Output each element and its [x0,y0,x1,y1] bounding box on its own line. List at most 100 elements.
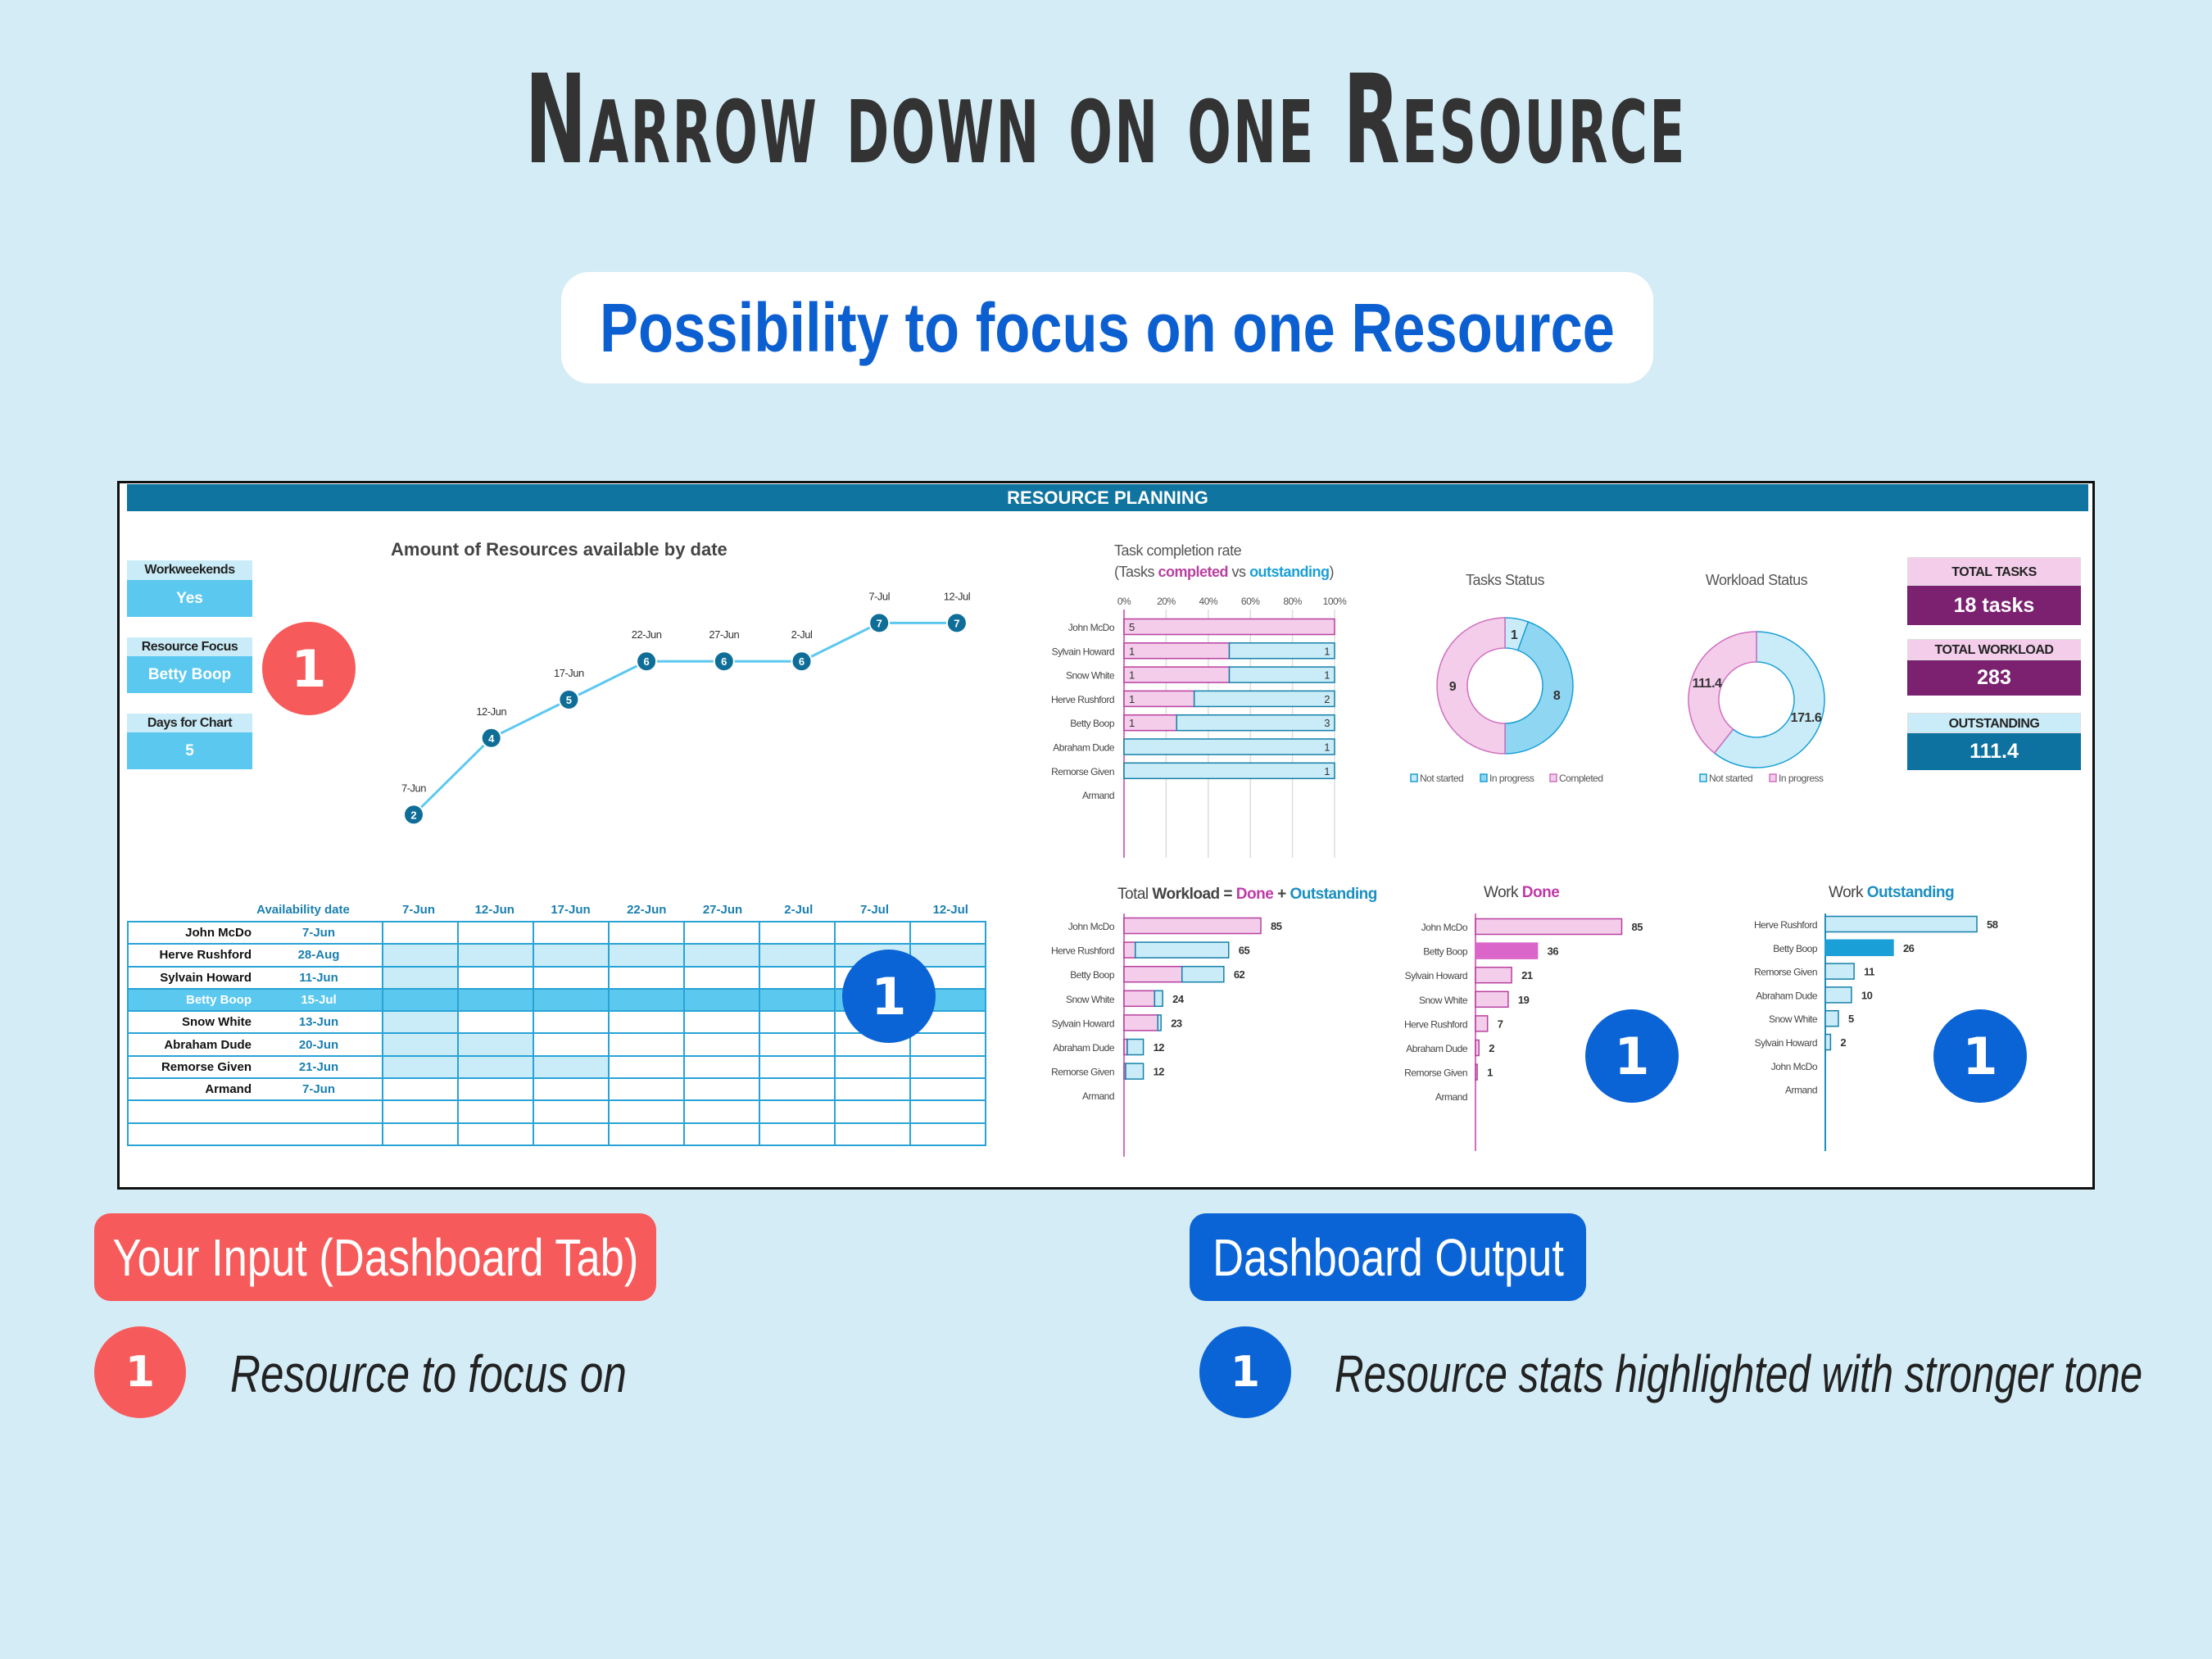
outstanding-bar [1123,762,1335,780]
chart-title: Task completion rate [1114,542,1242,559]
days-for-chart-input[interactable]: 5 [127,732,252,769]
category-label: Sylvain Howard [1755,1037,1817,1049]
availability-cell [683,965,760,990]
outstanding-bar [1123,738,1335,755]
resource-name[interactable]: Betty Boop [127,987,256,1013]
resource-focus-input[interactable]: Betty Boop [127,656,252,693]
bar-value-label: 2 [1489,1042,1494,1054]
resource-name[interactable] [127,1099,256,1124]
category-label: Remorse Given [1754,967,1817,978]
done-bar [1123,990,1156,1008]
resource-name[interactable]: Sylvain Howard [127,965,256,990]
availability-cell [382,1077,459,1102]
availability-cell [834,1077,911,1102]
total-value-label: 85 [1271,920,1282,932]
availability-date[interactable]: 28-Aug [256,943,383,968]
point-value-label: 5 [566,694,572,706]
total-value-label: 23 [1171,1017,1182,1029]
bar [1475,1039,1480,1057]
availability-cell [759,920,836,945]
resource-name[interactable]: John McDo [127,920,256,945]
x-tick-label: 20% [1157,596,1176,607]
point-value-label: 2 [410,809,416,821]
availability-date[interactable]: 11-Jun [256,965,383,990]
page-title: Narrow down on one Resource [0,49,2212,192]
bar-value-label: 19 [1518,994,1530,1006]
bar-value-label: 85 [1632,921,1643,933]
outstanding-bar [1135,941,1230,959]
availability-cell [909,920,986,945]
bar [1475,1015,1489,1032]
availability-cell [608,920,685,945]
bar [1475,966,1512,984]
availability-date[interactable]: 21-Jun [256,1054,383,1080]
availability-date[interactable]: 7-Jun [256,920,383,945]
availability-cell [457,943,534,968]
availability-cell [457,1032,534,1057]
total-value-label: 62 [1234,968,1245,981]
resource-name[interactable]: Remorse Given [127,1054,256,1080]
legend-swatch [1699,773,1707,782]
completed-value-label: 5 [1129,621,1135,633]
category-label: Remorse Given [1051,1067,1114,1078]
availability-date[interactable]: 7-Jun [256,1077,383,1102]
category-label: Armand [1082,790,1114,801]
bar-value-label: 5 [1848,1013,1854,1025]
availability-cell [683,1122,760,1146]
bar-value-label: 21 [1521,969,1533,981]
subtitle-banner: Possibility to focus on one Resource [561,272,1653,383]
category-label: Remorse Given [1404,1067,1467,1079]
resource-name[interactable]: Snow White [127,1010,256,1035]
table-row: John McDo 7-Jun [127,920,986,945]
availability-date[interactable]: 15-Jul [256,987,383,1013]
slice-value-label: 9 [1449,680,1457,694]
completed-bar [1123,642,1231,660]
category-label: Betty Boop [1070,969,1115,981]
bar [1824,986,1852,1004]
availability-date[interactable]: 20-Jun [256,1032,383,1057]
availability-date[interactable]: 13-Jun [256,1010,383,1035]
availability-cell [759,1099,836,1124]
title-part: Outstanding [1290,886,1376,903]
bar [1824,915,1978,933]
total-value-label: 12 [1154,1066,1165,1078]
availability-line [412,621,957,816]
resource-name[interactable]: Abraham Dude [127,1032,256,1057]
bar [1475,1063,1478,1081]
resource-name[interactable]: Herve Rushford [127,943,256,968]
availability-date[interactable] [256,1099,383,1124]
availability-cell [834,1054,911,1080]
outstanding-value-label: 1 [1324,669,1330,682]
availability-cell [382,1010,459,1035]
availability-cell [608,965,685,990]
availability-date[interactable] [256,1122,383,1146]
completed-value-label: 1 [1129,645,1135,657]
outstanding-bar [1154,990,1163,1008]
highlighted-bar [1475,942,1539,959]
slice-value-label: 8 [1553,689,1561,703]
availability-cell [909,1032,986,1057]
workweekends-label: Workweekends [127,560,252,580]
resource-name[interactable] [127,1122,256,1146]
slice-value-label: 171.6 [1791,711,1822,725]
availability-cell [834,1122,911,1146]
availability-cell [457,920,534,945]
done-bar [1123,1014,1159,1031]
availability-point [403,804,424,826]
category-label: Snow White [1066,994,1115,1005]
date-column-header: 17-Jun [551,903,591,917]
subtitle-text: Possibility to focus on one Resource [600,288,1615,366]
workweekends-input[interactable]: Yes [127,580,252,617]
category-label: John McDo [1421,922,1468,933]
output-note: Resource stats highlighted with stronger… [1335,1344,2143,1403]
resource-name[interactable]: Armand [127,1077,256,1102]
table-row [127,1122,986,1146]
date-column-header: 12-Jul [932,903,968,917]
completed-value-label: 1 [1129,693,1135,705]
legend-label: Not started [1420,773,1463,784]
availability-cell [608,1032,685,1057]
availability-cell [382,1054,459,1080]
availability-cell [457,1099,534,1124]
total-value-label: 24 [1172,993,1185,1005]
availability-cell [909,943,986,968]
